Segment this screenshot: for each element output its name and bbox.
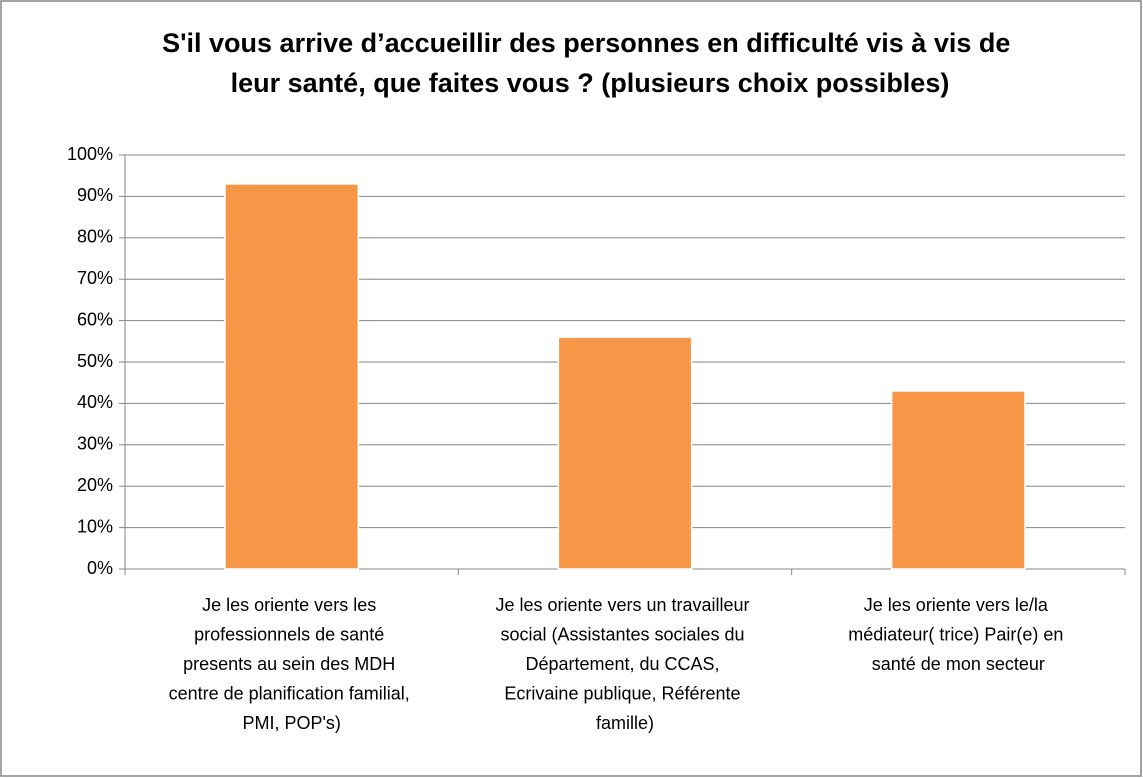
y-tick-label: 90% (77, 185, 113, 205)
y-tick-label: 60% (77, 309, 113, 329)
y-tick-label: 80% (77, 227, 113, 247)
bar (557, 336, 693, 570)
x-tick-label: Je les oriente vers les professionnels d… (169, 595, 415, 733)
x-tick-label: Je les oriente vers le/la médiateur( tri… (848, 595, 1068, 674)
y-tick-label: 40% (77, 392, 113, 412)
y-tick-label: 10% (77, 516, 113, 536)
y-tick-label: 50% (77, 351, 113, 371)
y-tick-label: 30% (77, 434, 113, 454)
y-tick-label: 70% (77, 268, 113, 288)
y-tick-label: 100% (67, 144, 113, 164)
bar (224, 183, 360, 570)
bar (890, 390, 1026, 570)
chart-title: S'il vous arrive d’accueillir des person… (162, 28, 1018, 98)
y-tick-label: 20% (77, 475, 113, 495)
y-tick-label: 0% (87, 558, 113, 578)
x-tick-label: Je les oriente vers un travailleur socia… (495, 595, 754, 733)
